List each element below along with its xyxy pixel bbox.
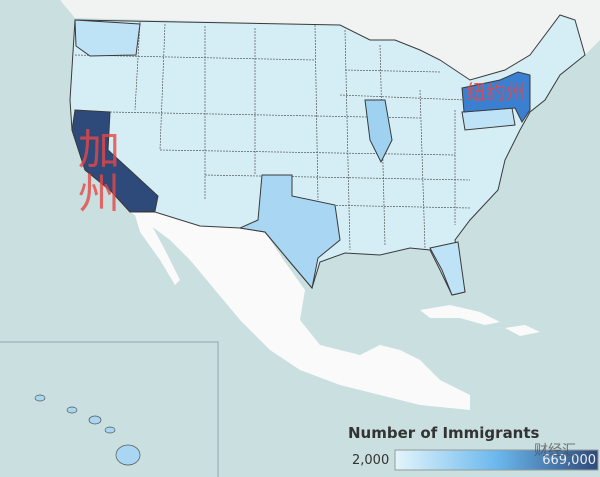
annotation-california: 加州 xyxy=(78,125,121,218)
legend-max: 669,000 xyxy=(542,453,596,468)
legend-title: Number of Immigrants xyxy=(348,424,540,442)
annotation-new-york: 纽约州 xyxy=(466,80,526,104)
florida xyxy=(429,241,466,296)
illinois xyxy=(364,99,393,164)
california xyxy=(71,109,159,213)
state-borders xyxy=(74,21,471,251)
washington xyxy=(74,19,141,57)
inset-border xyxy=(0,341,219,477)
baja xyxy=(135,215,180,285)
hispaniola xyxy=(505,325,540,336)
legend-gradient xyxy=(394,449,599,471)
new-york-state xyxy=(461,71,531,123)
canada xyxy=(0,0,600,80)
cuba xyxy=(420,305,500,325)
mexico xyxy=(130,212,470,410)
legend-min: 2,000 xyxy=(352,453,390,468)
texas xyxy=(238,174,341,290)
watermark: 财经汇 xyxy=(534,443,576,459)
hawaii xyxy=(34,394,141,466)
